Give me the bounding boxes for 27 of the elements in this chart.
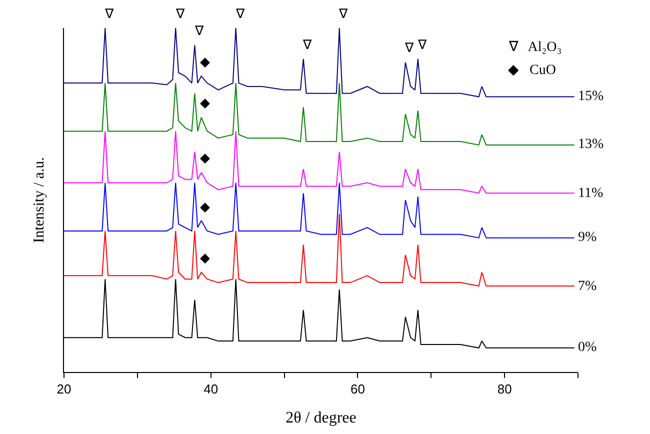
annotation: ∇ xyxy=(417,37,427,52)
annotation: ◆ xyxy=(200,199,210,214)
annotation: ∇ xyxy=(235,6,245,21)
annotation: ∇ xyxy=(175,6,185,21)
annotation: ∇ xyxy=(194,23,204,38)
annotation: ◆ xyxy=(200,250,210,265)
annotation: ∇ Al₂O₃ xyxy=(508,40,562,55)
x-tick-label: 40 xyxy=(204,382,218,397)
annotation: ∇ xyxy=(338,6,348,21)
series-label: 0% xyxy=(578,340,597,355)
annotation: ◆ xyxy=(200,95,210,110)
x-tick-label: 60 xyxy=(350,382,365,397)
annotation: ∇ xyxy=(104,6,114,21)
x-tick-label: 20 xyxy=(56,382,72,397)
annotation: ◆ xyxy=(200,150,210,165)
series-label: 13% xyxy=(578,137,604,152)
series-label: 9% xyxy=(578,230,597,245)
annotation: ∇ xyxy=(302,37,312,52)
annotation: ◆ xyxy=(200,54,210,69)
annotation: ∇ xyxy=(404,40,414,55)
series-label: 7% xyxy=(578,279,597,294)
series-label: 11% xyxy=(578,186,604,201)
x-axis-title: 2θ / degree xyxy=(286,409,356,426)
annotation: ◆ CuO xyxy=(508,63,556,78)
y-axis-title: Intensity / a.u. xyxy=(31,157,48,243)
x-tick-label: 80 xyxy=(497,382,512,397)
series-label: 15% xyxy=(578,89,604,104)
